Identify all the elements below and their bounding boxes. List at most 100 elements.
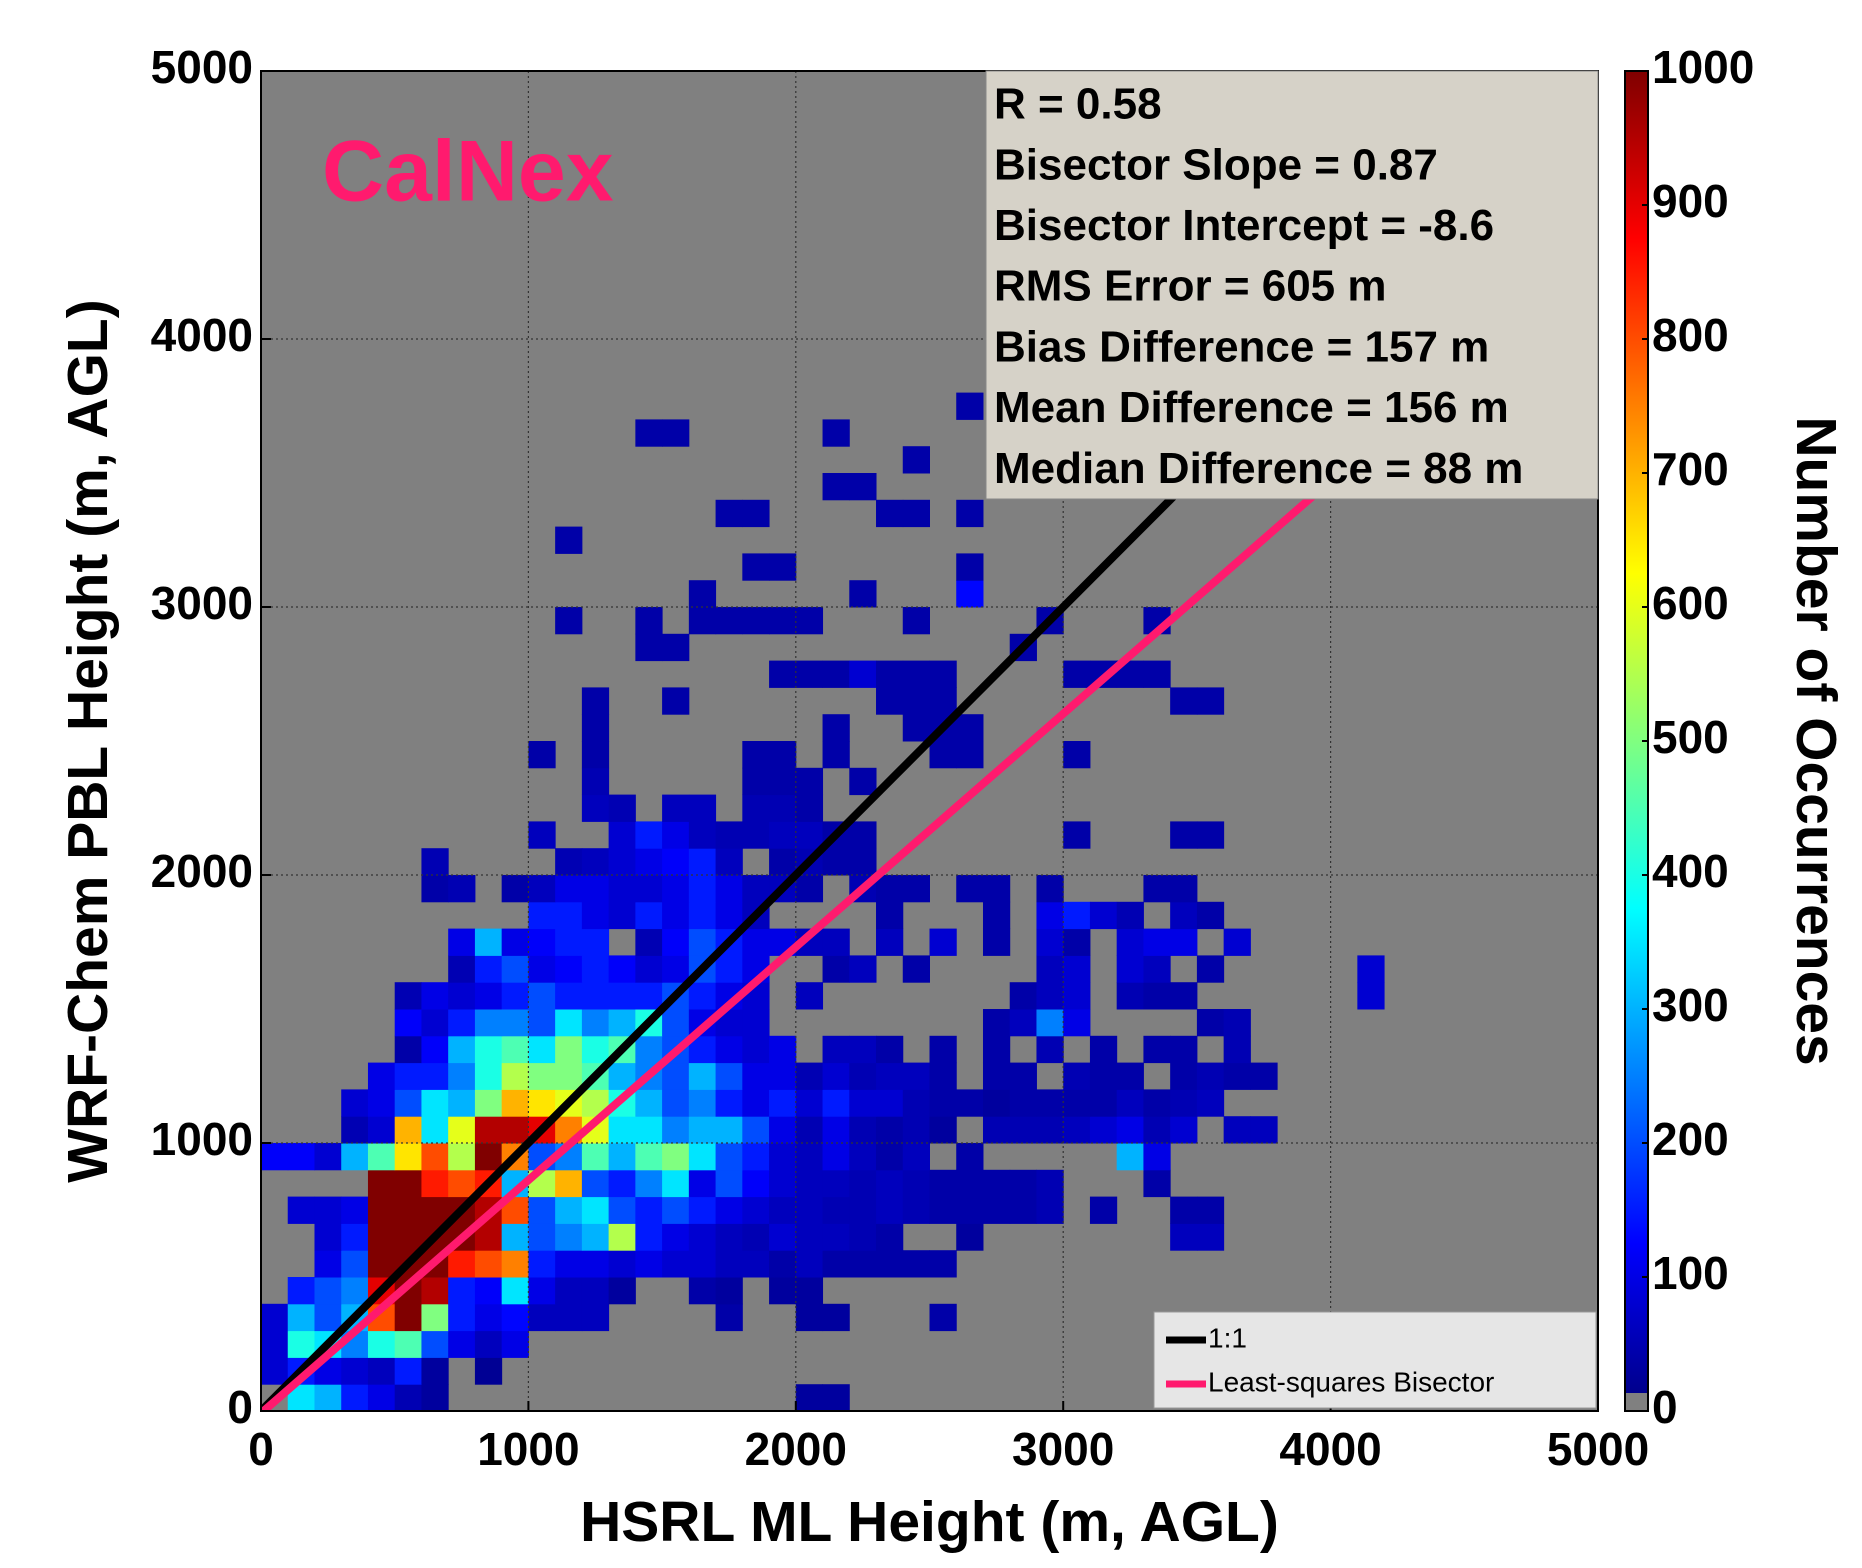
cell xyxy=(849,1169,877,1198)
cell xyxy=(341,1357,369,1385)
cell xyxy=(474,1089,503,1117)
cell xyxy=(1089,1089,1118,1117)
cell xyxy=(742,767,770,796)
cell xyxy=(1063,955,1091,983)
cell xyxy=(608,1250,636,1278)
cell xyxy=(849,1089,877,1117)
cell xyxy=(769,1169,797,1198)
cell xyxy=(581,1009,610,1037)
cell xyxy=(528,1062,556,1090)
cell xyxy=(795,660,824,688)
cell xyxy=(715,1089,743,1117)
cell xyxy=(902,1062,930,1090)
cell xyxy=(474,928,503,956)
cell xyxy=(635,821,663,849)
colorbar-tick-label: 400 xyxy=(1652,845,1729,897)
cell xyxy=(902,607,930,635)
cell xyxy=(1089,1062,1118,1090)
cell xyxy=(1036,901,1064,930)
cell xyxy=(742,1009,770,1037)
cell xyxy=(474,1357,503,1385)
cell xyxy=(287,1143,315,1171)
cell xyxy=(1143,1169,1171,1198)
colorbar xyxy=(1625,71,1648,1411)
cell xyxy=(581,741,610,769)
cell xyxy=(261,1330,289,1358)
cell xyxy=(608,1169,636,1198)
cell xyxy=(261,1357,289,1385)
cell xyxy=(742,794,770,822)
colorbar-tick-label: 800 xyxy=(1652,309,1729,361)
cell xyxy=(1250,1062,1278,1090)
cell xyxy=(982,1089,1011,1117)
cell xyxy=(1223,1062,1251,1090)
cell xyxy=(341,1089,369,1117)
cell xyxy=(421,1196,449,1224)
cell xyxy=(501,982,529,1010)
cell xyxy=(501,1223,529,1251)
cell xyxy=(956,580,984,608)
cell xyxy=(822,928,850,956)
cell xyxy=(849,660,877,688)
cell xyxy=(902,1116,930,1144)
cell xyxy=(662,1250,690,1278)
cell xyxy=(528,955,556,983)
plot-frame xyxy=(260,70,1599,1412)
cell xyxy=(448,1035,476,1064)
cell xyxy=(662,1009,690,1037)
cell xyxy=(635,633,663,662)
cell xyxy=(394,1223,422,1251)
cell xyxy=(822,1116,850,1144)
cell xyxy=(314,1223,342,1251)
cell xyxy=(1170,1062,1198,1090)
cell xyxy=(742,821,770,849)
cell xyxy=(849,1223,877,1251)
cell xyxy=(742,607,770,635)
cell xyxy=(769,741,797,769)
cell xyxy=(341,1384,369,1411)
cell xyxy=(769,767,797,796)
cell xyxy=(876,1169,904,1198)
cell xyxy=(421,1035,449,1064)
cell xyxy=(501,928,529,956)
cell xyxy=(849,1250,877,1278)
y-tick-label: 2000 xyxy=(151,845,253,897)
cell xyxy=(769,607,797,635)
cell xyxy=(795,767,824,796)
cell xyxy=(1036,1089,1064,1117)
cell xyxy=(394,1143,422,1171)
cell xyxy=(662,1062,690,1090)
cell xyxy=(555,607,583,635)
cell xyxy=(1170,687,1198,715)
cell xyxy=(581,767,610,796)
cell xyxy=(662,633,690,662)
cell xyxy=(367,1116,396,1144)
cell xyxy=(876,1223,904,1251)
cell xyxy=(876,928,904,956)
cell xyxy=(876,499,904,528)
cell xyxy=(1223,1009,1251,1037)
cell xyxy=(287,1303,315,1332)
cell xyxy=(849,473,877,501)
cell xyxy=(956,1169,984,1198)
cell xyxy=(688,1223,717,1251)
cell xyxy=(394,1169,422,1198)
cell xyxy=(662,1143,690,1171)
cell xyxy=(1009,1062,1037,1090)
cell xyxy=(769,1116,797,1144)
cell xyxy=(1196,687,1225,715)
cell xyxy=(876,1250,904,1278)
cell xyxy=(769,794,797,822)
cell xyxy=(448,1009,476,1037)
cell xyxy=(662,1089,690,1117)
cell xyxy=(715,1035,743,1064)
cell xyxy=(528,1035,556,1064)
stats-line: Mean Difference = 156 m xyxy=(994,383,1509,432)
cell xyxy=(1196,1196,1225,1224)
cell xyxy=(1063,1116,1091,1144)
cell xyxy=(1116,928,1144,956)
cell xyxy=(849,848,877,876)
cell xyxy=(555,982,583,1010)
y-tick-label: 4000 xyxy=(151,309,253,361)
cell xyxy=(795,1089,824,1117)
